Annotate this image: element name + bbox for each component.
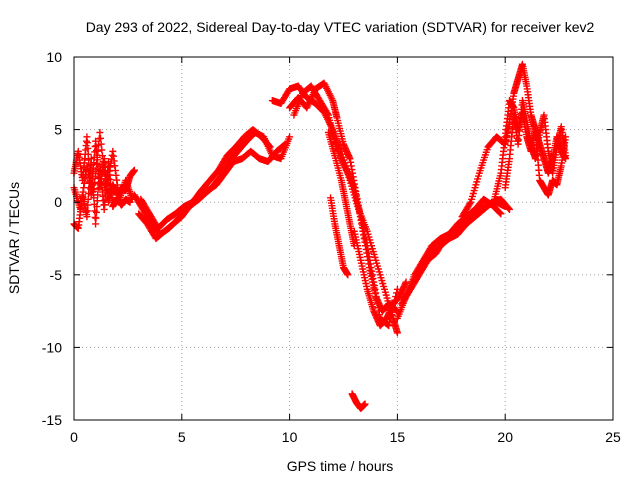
x-tick-label: 0 xyxy=(70,429,78,445)
x-tick-labels: 0 5 10 15 20 25 xyxy=(70,429,621,445)
y-tick-label: -15 xyxy=(42,412,62,428)
data-point-marker xyxy=(385,322,393,330)
data-point-marker xyxy=(344,271,352,279)
y-tick-label: 5 xyxy=(54,122,62,138)
x-tick-label: 5 xyxy=(178,429,186,445)
y-axis-label: SDTVAR / TECUs xyxy=(6,182,22,294)
x-tick-label: 10 xyxy=(282,429,298,445)
x-axis-label: GPS time / hours xyxy=(287,458,394,474)
y-tick-label: -5 xyxy=(50,267,63,283)
chart-title: Day 293 of 2022, Sidereal Day-to-day VTE… xyxy=(86,19,595,35)
data-point-marker xyxy=(361,400,369,408)
data-point-marker xyxy=(562,152,570,160)
x-tick-label: 25 xyxy=(605,429,621,445)
y-tick-label: 0 xyxy=(54,194,62,210)
data-point-marker xyxy=(91,178,99,186)
data-point-marker xyxy=(393,289,401,297)
data-point-marker xyxy=(386,318,394,326)
data-point-marker xyxy=(93,160,101,168)
y-tick-label: -10 xyxy=(42,339,62,355)
data-point-marker xyxy=(506,205,514,213)
data-point-marker xyxy=(89,191,97,199)
plot-frame xyxy=(73,56,614,421)
data-point-marker xyxy=(91,213,99,221)
data-point-marker xyxy=(324,110,332,118)
y-tick-label: 10 xyxy=(46,49,62,65)
data-point-marker xyxy=(393,329,401,337)
data-point-marker xyxy=(88,161,96,169)
data-point-marker xyxy=(496,209,504,217)
data-point-marker xyxy=(501,203,509,211)
data-point-marker xyxy=(94,147,102,155)
data-point-marker xyxy=(402,278,410,286)
data-point-marker xyxy=(90,185,98,193)
data-point-marker xyxy=(286,133,294,141)
y-tick-labels: -15 -10 -5 0 5 10 xyxy=(42,49,62,428)
data-point-marker xyxy=(92,166,100,174)
x-tick-label: 15 xyxy=(390,429,406,445)
data-point-marker xyxy=(130,166,138,174)
x-tick-label: 20 xyxy=(497,429,513,445)
data-point-marker xyxy=(497,210,505,218)
data-point-marker xyxy=(265,142,273,150)
data-point-marker xyxy=(466,200,474,208)
data-point-marker xyxy=(266,143,274,151)
data-point-marker xyxy=(91,172,99,180)
data-points xyxy=(70,60,570,412)
data-point-marker xyxy=(93,153,101,161)
data-point-marker xyxy=(281,140,289,148)
data-point-marker xyxy=(280,141,288,149)
axis-ticks xyxy=(73,56,614,421)
grid-lines xyxy=(74,57,613,420)
data-point-marker xyxy=(87,155,95,163)
